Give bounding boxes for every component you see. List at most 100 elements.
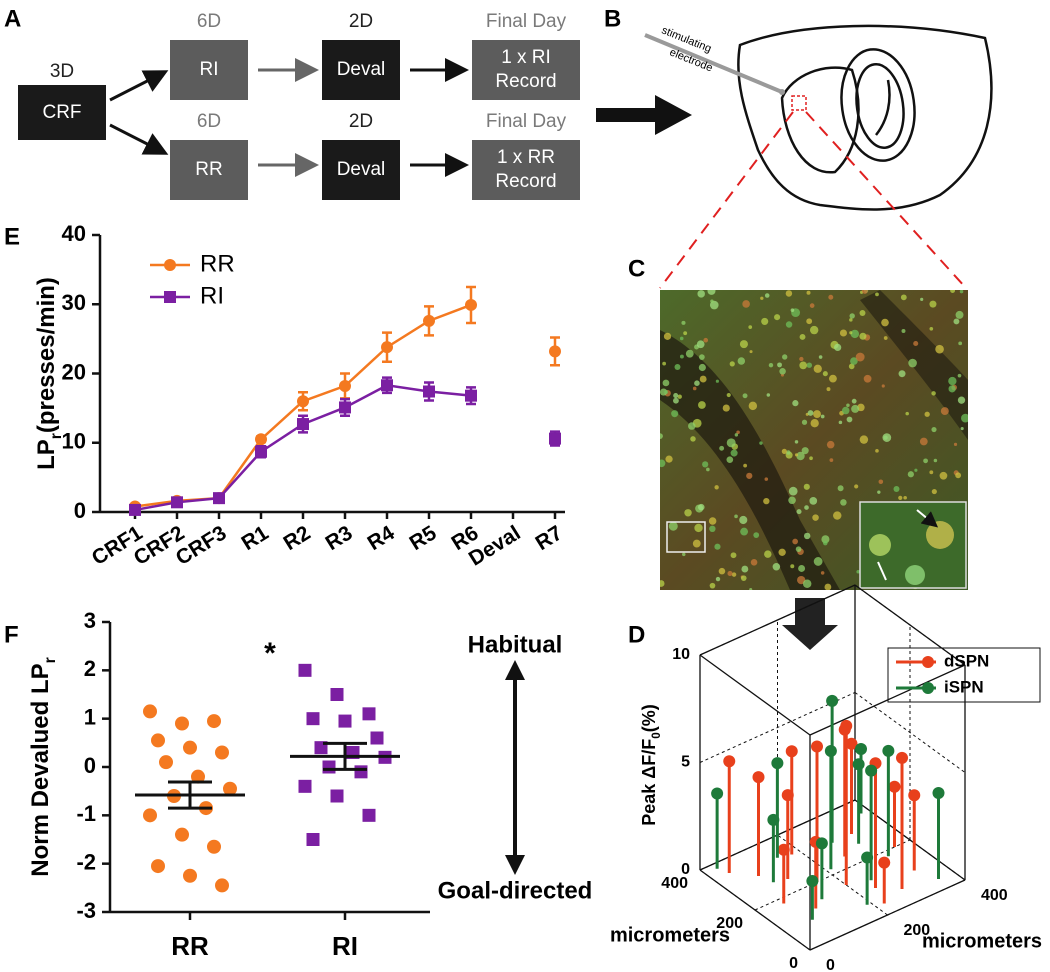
y-tick-label: 30 (62, 290, 86, 315)
cell (660, 433, 663, 440)
cell (673, 397, 679, 404)
cell (782, 354, 788, 360)
cell (692, 386, 697, 391)
cell (726, 392, 731, 398)
cell (920, 297, 924, 301)
legend-label: dSPN (944, 651, 989, 670)
marker (465, 298, 477, 311)
inset-roi (666, 521, 706, 553)
cell (671, 410, 679, 418)
cell (931, 426, 937, 433)
panel-label: C (628, 255, 645, 282)
stem-head (838, 723, 851, 736)
cell (727, 570, 733, 577)
cell (694, 523, 703, 533)
cell (778, 548, 786, 556)
cell (856, 569, 860, 574)
cell (790, 564, 795, 569)
arrow (109, 70, 169, 102)
cell (696, 340, 705, 349)
cell (714, 485, 719, 490)
z-tick-label: 10 (672, 646, 690, 663)
roi-box (791, 95, 807, 111)
cell (898, 495, 903, 501)
cell (863, 374, 872, 383)
point (215, 745, 229, 760)
x-tick-label: R7 (532, 521, 567, 555)
inset-cell (869, 534, 891, 556)
cell (875, 449, 879, 453)
step-label: 6D (197, 111, 221, 132)
cell (809, 303, 815, 308)
cell (855, 352, 865, 362)
arrow (109, 123, 169, 155)
cell (742, 300, 750, 308)
step-text: RI (200, 59, 219, 80)
y-tick-label: 2 (84, 656, 96, 681)
marker (381, 379, 393, 392)
z-axis-label-part: 0 (650, 732, 663, 739)
cell (749, 350, 753, 354)
stem-head (845, 737, 858, 750)
x-tick-label: RR (171, 931, 209, 961)
cell (908, 358, 917, 368)
annotation: Goal-directed (438, 877, 593, 904)
cell (663, 332, 672, 340)
cell (903, 495, 907, 500)
cell (777, 362, 782, 368)
cell (798, 564, 806, 572)
point (183, 868, 197, 883)
cell (957, 396, 966, 404)
brain-outline (737, 24, 993, 211)
cell (703, 337, 709, 343)
cell (829, 458, 834, 463)
cell (799, 334, 806, 340)
cell (801, 419, 808, 425)
z-axis-label: Peak ΔF/F0(%) (639, 704, 663, 825)
cell (662, 379, 670, 387)
stem-head (932, 787, 945, 799)
cell (803, 483, 810, 490)
y-tick-label: -2 (76, 849, 96, 874)
cell (849, 331, 853, 335)
stem-head (806, 875, 819, 888)
step-label: 2D (349, 111, 373, 132)
cell (740, 575, 747, 581)
cell (849, 318, 853, 322)
point (143, 704, 157, 719)
cell (718, 567, 726, 575)
ventricle-inner (855, 63, 905, 149)
step-box (472, 140, 580, 200)
cell (665, 455, 673, 463)
cell (681, 320, 686, 325)
cell (812, 514, 819, 521)
point (362, 707, 376, 721)
ventricle-line (875, 79, 891, 136)
stem-head (815, 837, 828, 850)
cell (953, 318, 960, 325)
cell (792, 400, 799, 407)
cell (851, 398, 857, 404)
point (207, 714, 221, 729)
point (223, 781, 237, 796)
cell (664, 390, 668, 394)
cell (740, 527, 749, 536)
cell (948, 376, 957, 386)
inset-arrow (877, 561, 887, 581)
point (207, 839, 221, 854)
cell (959, 290, 964, 294)
cell (794, 440, 799, 444)
cell (806, 290, 811, 295)
cell (838, 420, 843, 425)
significance: * (264, 637, 276, 670)
cell (753, 532, 760, 538)
cell (861, 290, 868, 294)
y-tick-label: 40 (62, 221, 86, 246)
cell (690, 436, 696, 442)
cell (761, 317, 769, 325)
cell (688, 422, 696, 430)
cell (792, 538, 799, 545)
cell (859, 309, 866, 316)
cell (799, 361, 808, 370)
